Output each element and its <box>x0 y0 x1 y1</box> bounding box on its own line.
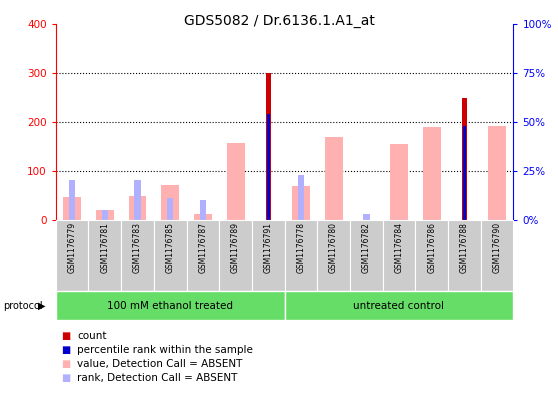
Bar <box>292 186 310 220</box>
Bar <box>383 220 415 291</box>
Text: ■: ■ <box>61 345 71 355</box>
Text: rank, Detection Call = ABSENT: rank, Detection Call = ABSENT <box>77 373 237 384</box>
Bar <box>200 200 206 220</box>
Bar <box>267 114 270 220</box>
Bar <box>318 220 350 291</box>
Text: GSM1176789: GSM1176789 <box>231 222 240 273</box>
Bar <box>285 220 318 291</box>
Bar <box>154 220 186 291</box>
Text: GSM1176779: GSM1176779 <box>68 222 76 273</box>
Bar <box>463 126 465 220</box>
Bar <box>89 220 121 291</box>
Text: GSM1176780: GSM1176780 <box>329 222 338 273</box>
Text: GSM1176782: GSM1176782 <box>362 222 371 273</box>
Text: GSM1176790: GSM1176790 <box>493 222 502 273</box>
Bar <box>63 196 81 220</box>
Bar <box>219 220 252 291</box>
Text: untreated control: untreated control <box>353 301 445 310</box>
Text: GSM1176781: GSM1176781 <box>100 222 109 273</box>
Text: GSM1176791: GSM1176791 <box>264 222 273 273</box>
Bar <box>488 126 506 220</box>
Bar <box>128 195 147 220</box>
Text: GSM1176786: GSM1176786 <box>427 222 436 273</box>
Bar <box>194 214 212 220</box>
Bar <box>325 136 343 220</box>
Text: percentile rank within the sample: percentile rank within the sample <box>77 345 253 355</box>
Text: GSM1176778: GSM1176778 <box>296 222 305 273</box>
Text: GSM1176787: GSM1176787 <box>199 222 208 273</box>
Bar <box>390 144 408 220</box>
Bar <box>462 98 467 220</box>
Bar <box>448 220 480 291</box>
Text: count: count <box>77 331 107 341</box>
Bar <box>121 220 154 291</box>
Bar <box>297 175 304 220</box>
Text: ▶: ▶ <box>38 301 45 311</box>
Bar <box>363 214 369 220</box>
Text: ■: ■ <box>61 373 71 384</box>
Text: value, Detection Call = ABSENT: value, Detection Call = ABSENT <box>77 359 242 369</box>
Bar <box>56 291 285 320</box>
Bar <box>56 220 89 291</box>
Text: protocol: protocol <box>3 301 42 311</box>
Bar <box>350 220 383 291</box>
Bar <box>266 73 271 220</box>
Bar <box>167 198 174 220</box>
Text: ■: ■ <box>61 331 71 341</box>
Text: 100 mM ethanol treated: 100 mM ethanol treated <box>107 301 233 310</box>
Bar <box>102 210 108 220</box>
Bar <box>227 143 244 220</box>
Text: GSM1176785: GSM1176785 <box>166 222 175 273</box>
Bar <box>252 220 285 291</box>
Text: GSM1176788: GSM1176788 <box>460 222 469 273</box>
Bar <box>422 127 441 220</box>
Bar <box>285 291 513 320</box>
Bar <box>134 180 141 220</box>
Bar <box>480 220 513 291</box>
Text: GSM1176784: GSM1176784 <box>395 222 403 273</box>
Text: ■: ■ <box>61 359 71 369</box>
Text: GDS5082 / Dr.6136.1.A1_at: GDS5082 / Dr.6136.1.A1_at <box>184 14 374 28</box>
Bar <box>69 180 75 220</box>
Bar <box>161 185 179 220</box>
Bar <box>96 210 114 220</box>
Text: GSM1176783: GSM1176783 <box>133 222 142 273</box>
Bar <box>415 220 448 291</box>
Bar <box>186 220 219 291</box>
